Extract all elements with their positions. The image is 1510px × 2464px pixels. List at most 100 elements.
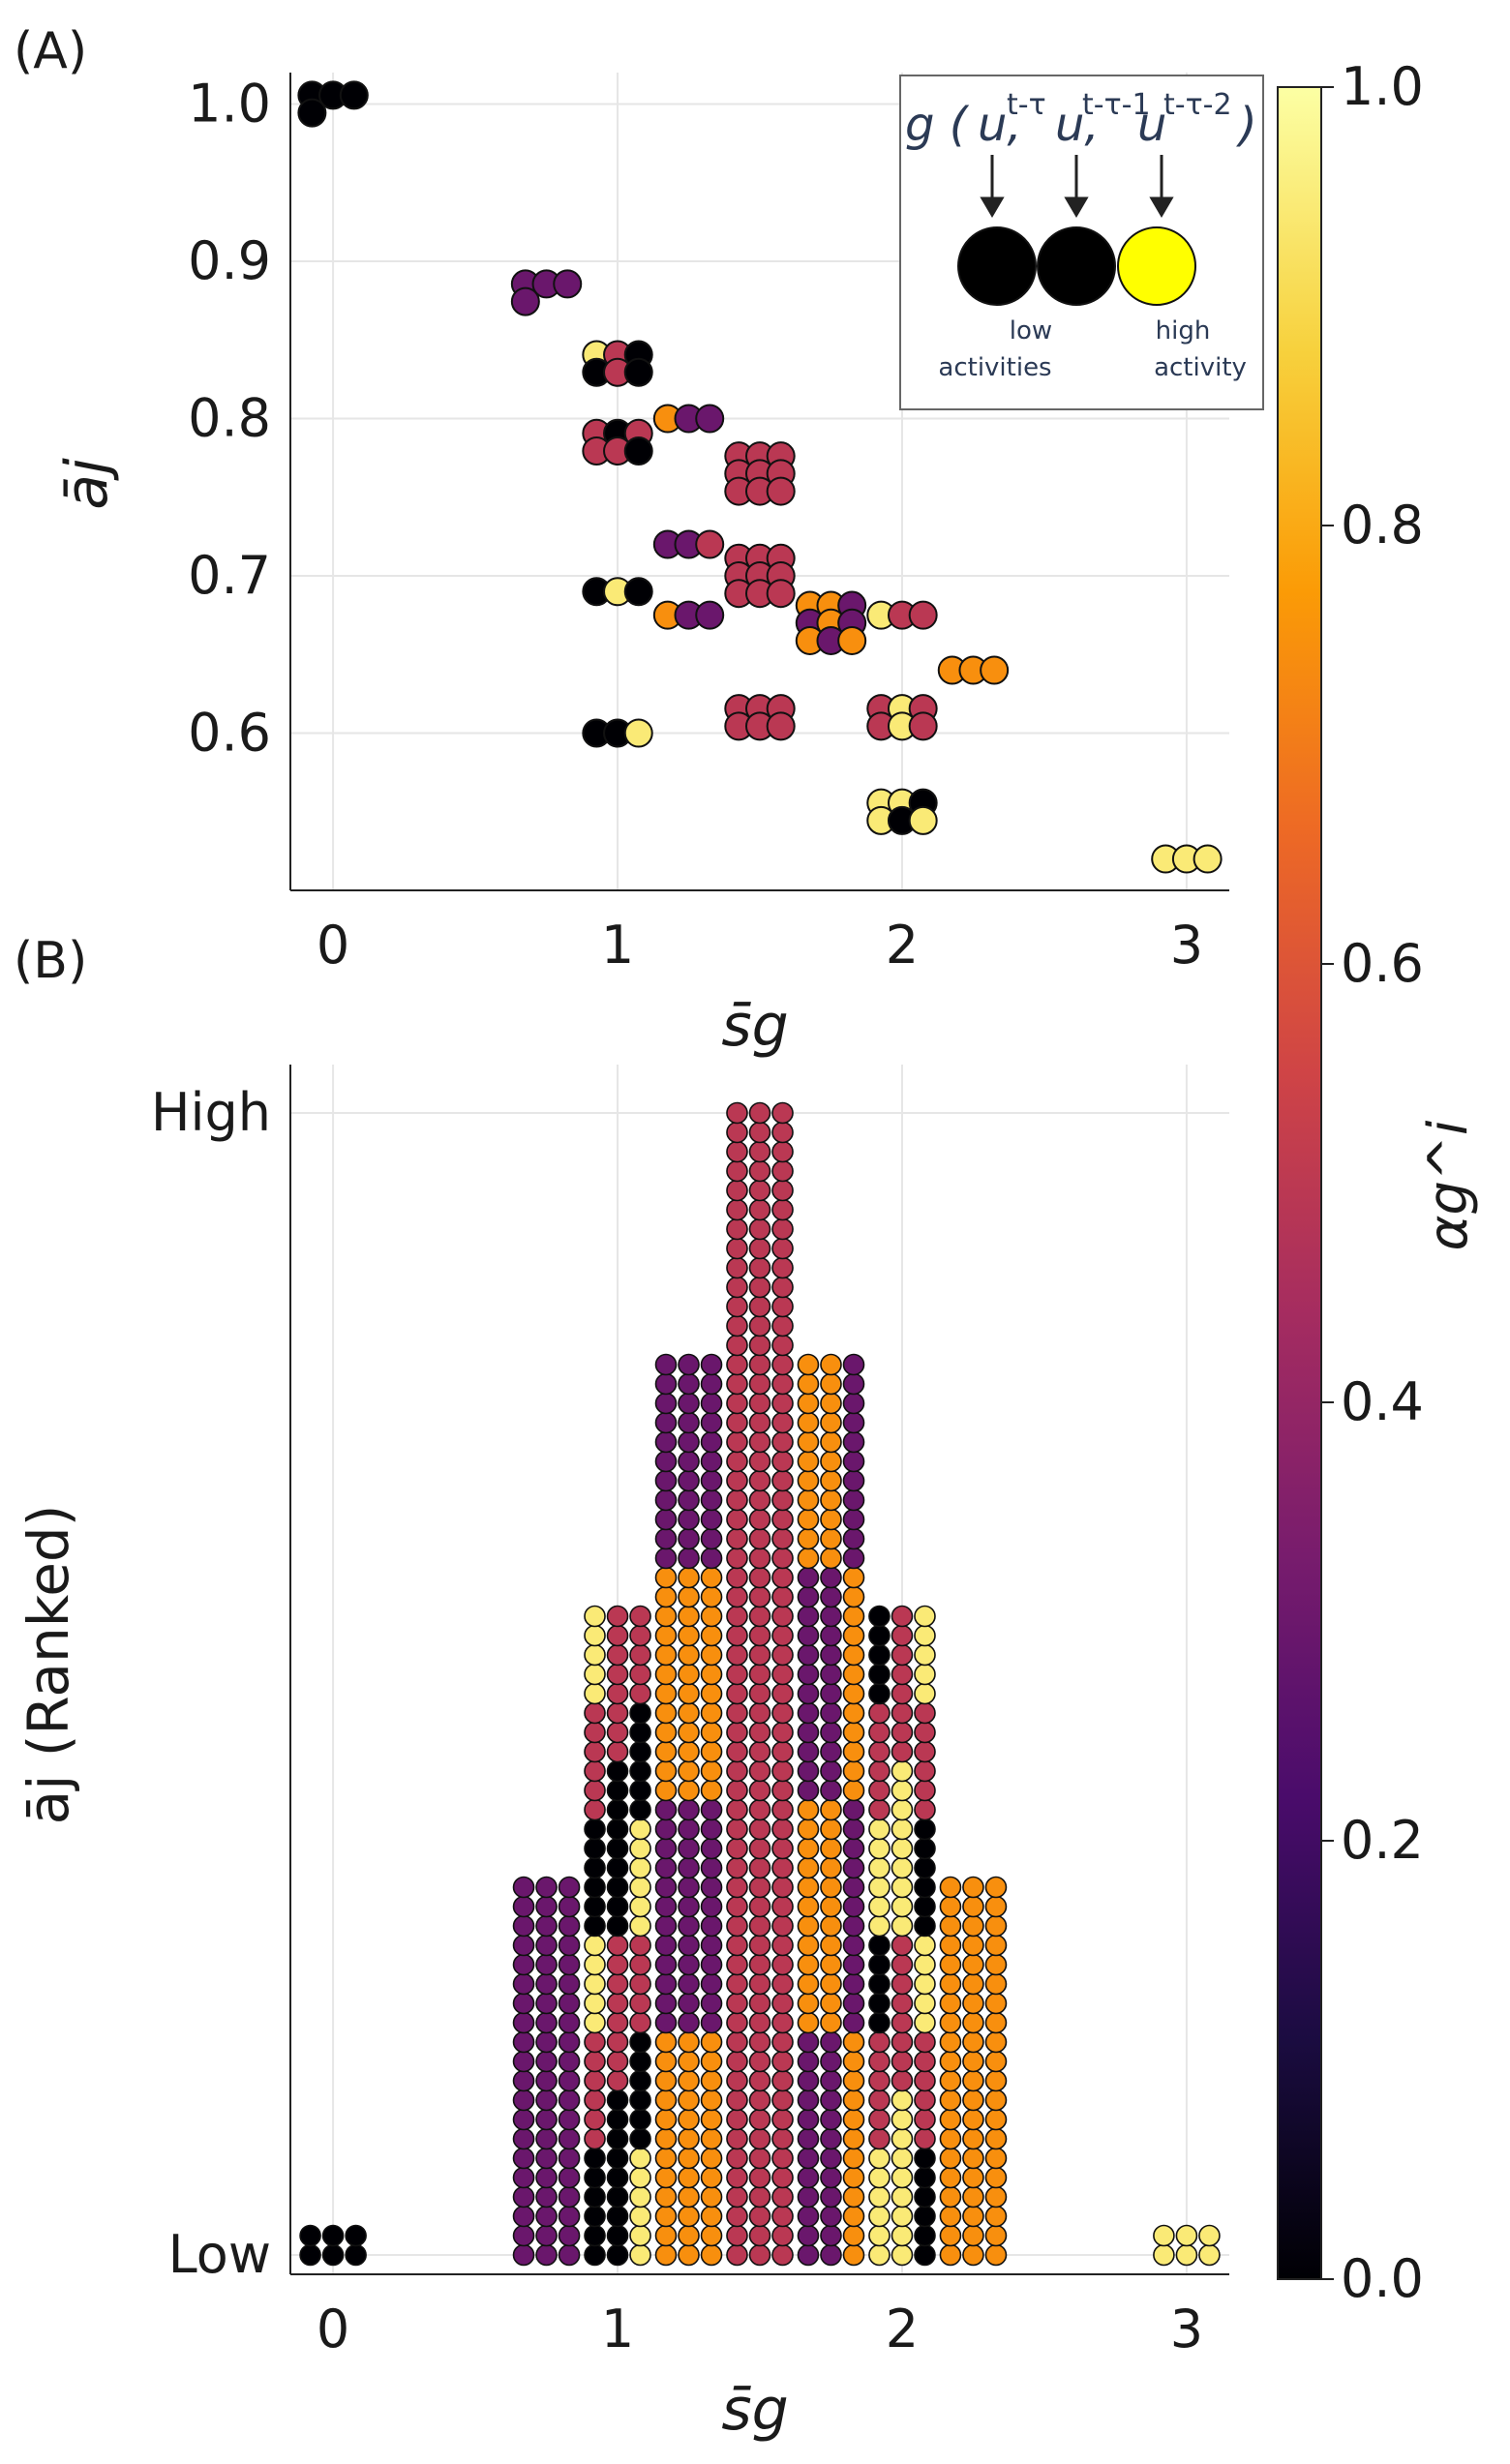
panel-b-point [797, 1566, 820, 1589]
panel-b-point [820, 1624, 842, 1647]
panel-b-point [939, 2166, 962, 2189]
panel-b-point [984, 2088, 1008, 2112]
panel-b-point [678, 2011, 700, 2034]
panel-b-point [820, 1547, 842, 1570]
panel-b-point [700, 1411, 723, 1434]
panel-b-point [842, 2147, 865, 2170]
panel-b-point [700, 1605, 723, 1628]
panel-b-point [678, 1488, 700, 1512]
panel-b-point [797, 1682, 820, 1705]
panel-b-point [748, 1740, 771, 1763]
panel-b-point [868, 1895, 891, 1918]
panel-b-point [771, 1488, 794, 1512]
panel-b-point [868, 1818, 891, 1841]
panel-b-point [748, 2011, 771, 2034]
panel-b-point [984, 2030, 1008, 2054]
panel-b-point [584, 2088, 606, 2112]
panel-b-point [700, 1585, 723, 1608]
inset-low-circle-1 [957, 226, 1037, 306]
panel-b-point [678, 2205, 700, 2228]
panel-b-point [891, 1876, 914, 1899]
panel-b-point [678, 1605, 700, 1628]
panel-b-point [512, 1876, 535, 1899]
panel-b-point [914, 1934, 936, 1957]
panel-b-point [558, 1876, 581, 1899]
panel-b-point [726, 1334, 748, 1357]
panel-b-point [914, 2166, 936, 2189]
panel-b-point [797, 1353, 820, 1376]
panel-b-point [891, 2069, 914, 2092]
panel-b-point [820, 1701, 842, 1725]
panel-b-point [558, 1914, 581, 1938]
panel-b-point [939, 2088, 962, 2112]
panel-b-point [797, 2069, 820, 2092]
panel-b-point [797, 1488, 820, 1512]
panel-b-point [700, 1488, 723, 1512]
panel-b-point [820, 1856, 842, 1879]
panel-b-point [868, 2069, 891, 2092]
panel-b-point [654, 2243, 678, 2267]
panel-b-point [842, 2108, 865, 2131]
panel-b-point [962, 1914, 984, 1938]
panel-b-point [962, 2088, 984, 2112]
panel-b-point [820, 1508, 842, 1531]
panel-b-point [512, 2185, 535, 2209]
panel-b-point [748, 1585, 771, 1608]
panel-b-point [726, 1992, 748, 2015]
panel-b-point [771, 1643, 794, 1667]
panel-b-point [606, 2185, 629, 2209]
panel-b-point [797, 2011, 820, 2034]
panel-b-point [820, 1643, 842, 1667]
panel-b-point [700, 2185, 723, 2209]
panel-b-point [891, 1643, 914, 1667]
panel-b-point [771, 2205, 794, 2228]
panel-b-point [939, 2050, 962, 2073]
panel-a-point [980, 655, 1010, 685]
panel-b-point [820, 2166, 842, 2189]
panel-b-point [891, 2050, 914, 2073]
panel-b-point [678, 1353, 700, 1376]
panel-b-point [654, 2147, 678, 2170]
panel-b-point [606, 2108, 629, 2131]
panel-b-point [771, 1721, 794, 1744]
panel-b-point [678, 2108, 700, 2131]
panel-b-point [726, 1759, 748, 1783]
panel-b-point [678, 2224, 700, 2247]
panel-b-point [606, 2166, 629, 2189]
panel-b-point [820, 1934, 842, 1957]
panel-b-point [748, 1701, 771, 1725]
panel-b-point [842, 2050, 865, 2073]
panel-b-point [771, 1682, 794, 1705]
panel-a-points [297, 80, 1223, 874]
panel-b-point [629, 2224, 651, 2247]
panel-b-point [914, 1895, 936, 1918]
panel-b-point [842, 1856, 865, 1879]
panel-a-xtick: 2 [886, 915, 919, 976]
panel-b-point [820, 1837, 842, 1860]
panel-b-point [584, 1605, 606, 1628]
panel-b-point [654, 1779, 678, 1802]
panel-b-point [558, 2108, 581, 2131]
panel-b-point [914, 1740, 936, 1763]
panel-b-point [748, 2050, 771, 2073]
panel-b-point [726, 1934, 748, 1957]
panel-b-point [914, 1605, 936, 1628]
panel-b-point [842, 1508, 865, 1531]
panel-b-point [771, 1353, 794, 1376]
panel-b-point [771, 1876, 794, 1899]
panel-b-point [535, 2030, 558, 2054]
panel-b-point [962, 2243, 984, 2267]
panel-b-point [558, 2243, 581, 2267]
panel-b-point [914, 1972, 936, 1996]
panel-b-point [939, 2185, 962, 2209]
panel-b-point [726, 1953, 748, 1976]
panel-b-point [748, 2205, 771, 2228]
panel-b-point [771, 1605, 794, 1628]
panel-b-point [700, 1508, 723, 1531]
panel-a-point [695, 600, 725, 630]
panel-b-point [726, 1682, 748, 1705]
panel-b-point [654, 1605, 678, 1628]
panel-b-point [842, 1643, 865, 1667]
panel-b-point [535, 2185, 558, 2209]
panel-b-point [939, 1895, 962, 1918]
